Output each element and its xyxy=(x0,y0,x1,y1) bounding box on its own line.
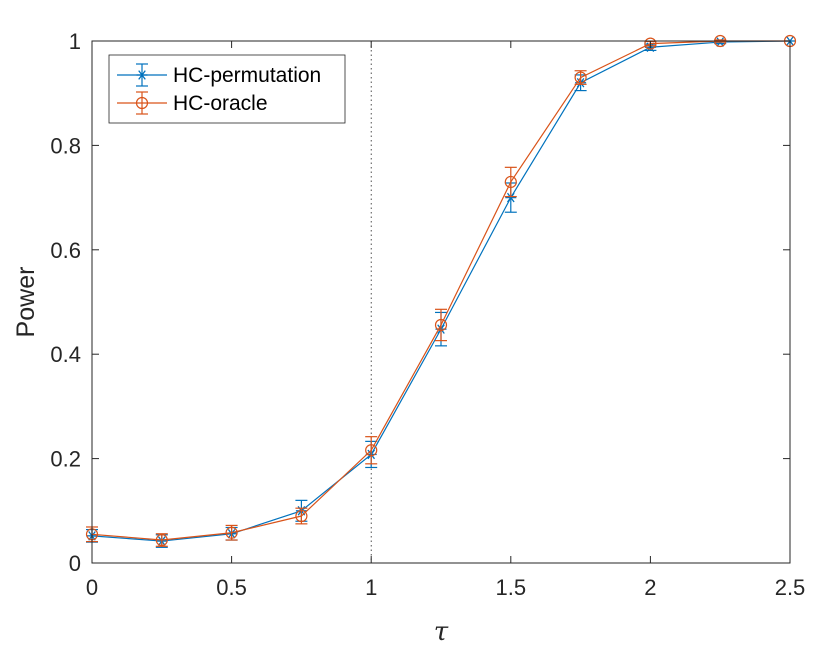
y-tick-label: 1 xyxy=(69,29,81,54)
legend-marker xyxy=(138,70,146,80)
x-tick-label: 1.5 xyxy=(496,575,527,600)
error-bar xyxy=(225,524,238,541)
data-point xyxy=(225,526,238,539)
error-bar xyxy=(435,308,447,342)
y-tick-label: 0.8 xyxy=(50,133,81,158)
axes: 0 0.5 1 1.5 2 2.5 0 0.2 0.4 0.6 0.8 1 xyxy=(50,29,805,600)
y-axis-label: Power xyxy=(12,267,40,338)
data-point xyxy=(644,37,657,50)
legend: HC-permutation HC-oracle xyxy=(108,54,346,124)
data-point xyxy=(574,71,587,84)
x-tick-label: 0.5 xyxy=(216,575,247,600)
y-tick-label: 0.6 xyxy=(50,238,81,263)
data-point xyxy=(365,444,378,457)
legend-entry-2: HC-oracle xyxy=(117,91,268,115)
marker-stroke xyxy=(506,192,515,203)
y-tick-label: 0.4 xyxy=(50,342,81,367)
y-tick-label: 0.2 xyxy=(50,447,81,472)
x-axis-label: τ xyxy=(434,617,449,647)
data-point xyxy=(434,318,448,332)
plot-background xyxy=(92,41,790,563)
plot-area xyxy=(85,34,797,563)
data-point xyxy=(295,509,308,523)
error-bar xyxy=(155,533,168,547)
y-tick-label: 0 xyxy=(69,551,81,576)
data-point xyxy=(155,533,168,547)
legend-entry-1: HC-permutation xyxy=(117,63,321,87)
error-bar xyxy=(365,436,378,465)
data-point xyxy=(505,192,517,203)
legend-box xyxy=(108,54,346,124)
data-point xyxy=(504,175,517,189)
x-tick-label: 2.5 xyxy=(775,575,806,600)
x-tick-label: 1 xyxy=(365,575,377,600)
error-bar xyxy=(574,70,587,85)
axes-box xyxy=(91,40,791,564)
x-tick-label: 0 xyxy=(86,575,98,600)
error-bar xyxy=(504,166,517,198)
legend-label: HC-permutation xyxy=(173,64,321,87)
legend-label: HC-oracle xyxy=(173,92,268,115)
legend-marker xyxy=(135,96,149,110)
x-tick-label: 2 xyxy=(644,575,656,600)
